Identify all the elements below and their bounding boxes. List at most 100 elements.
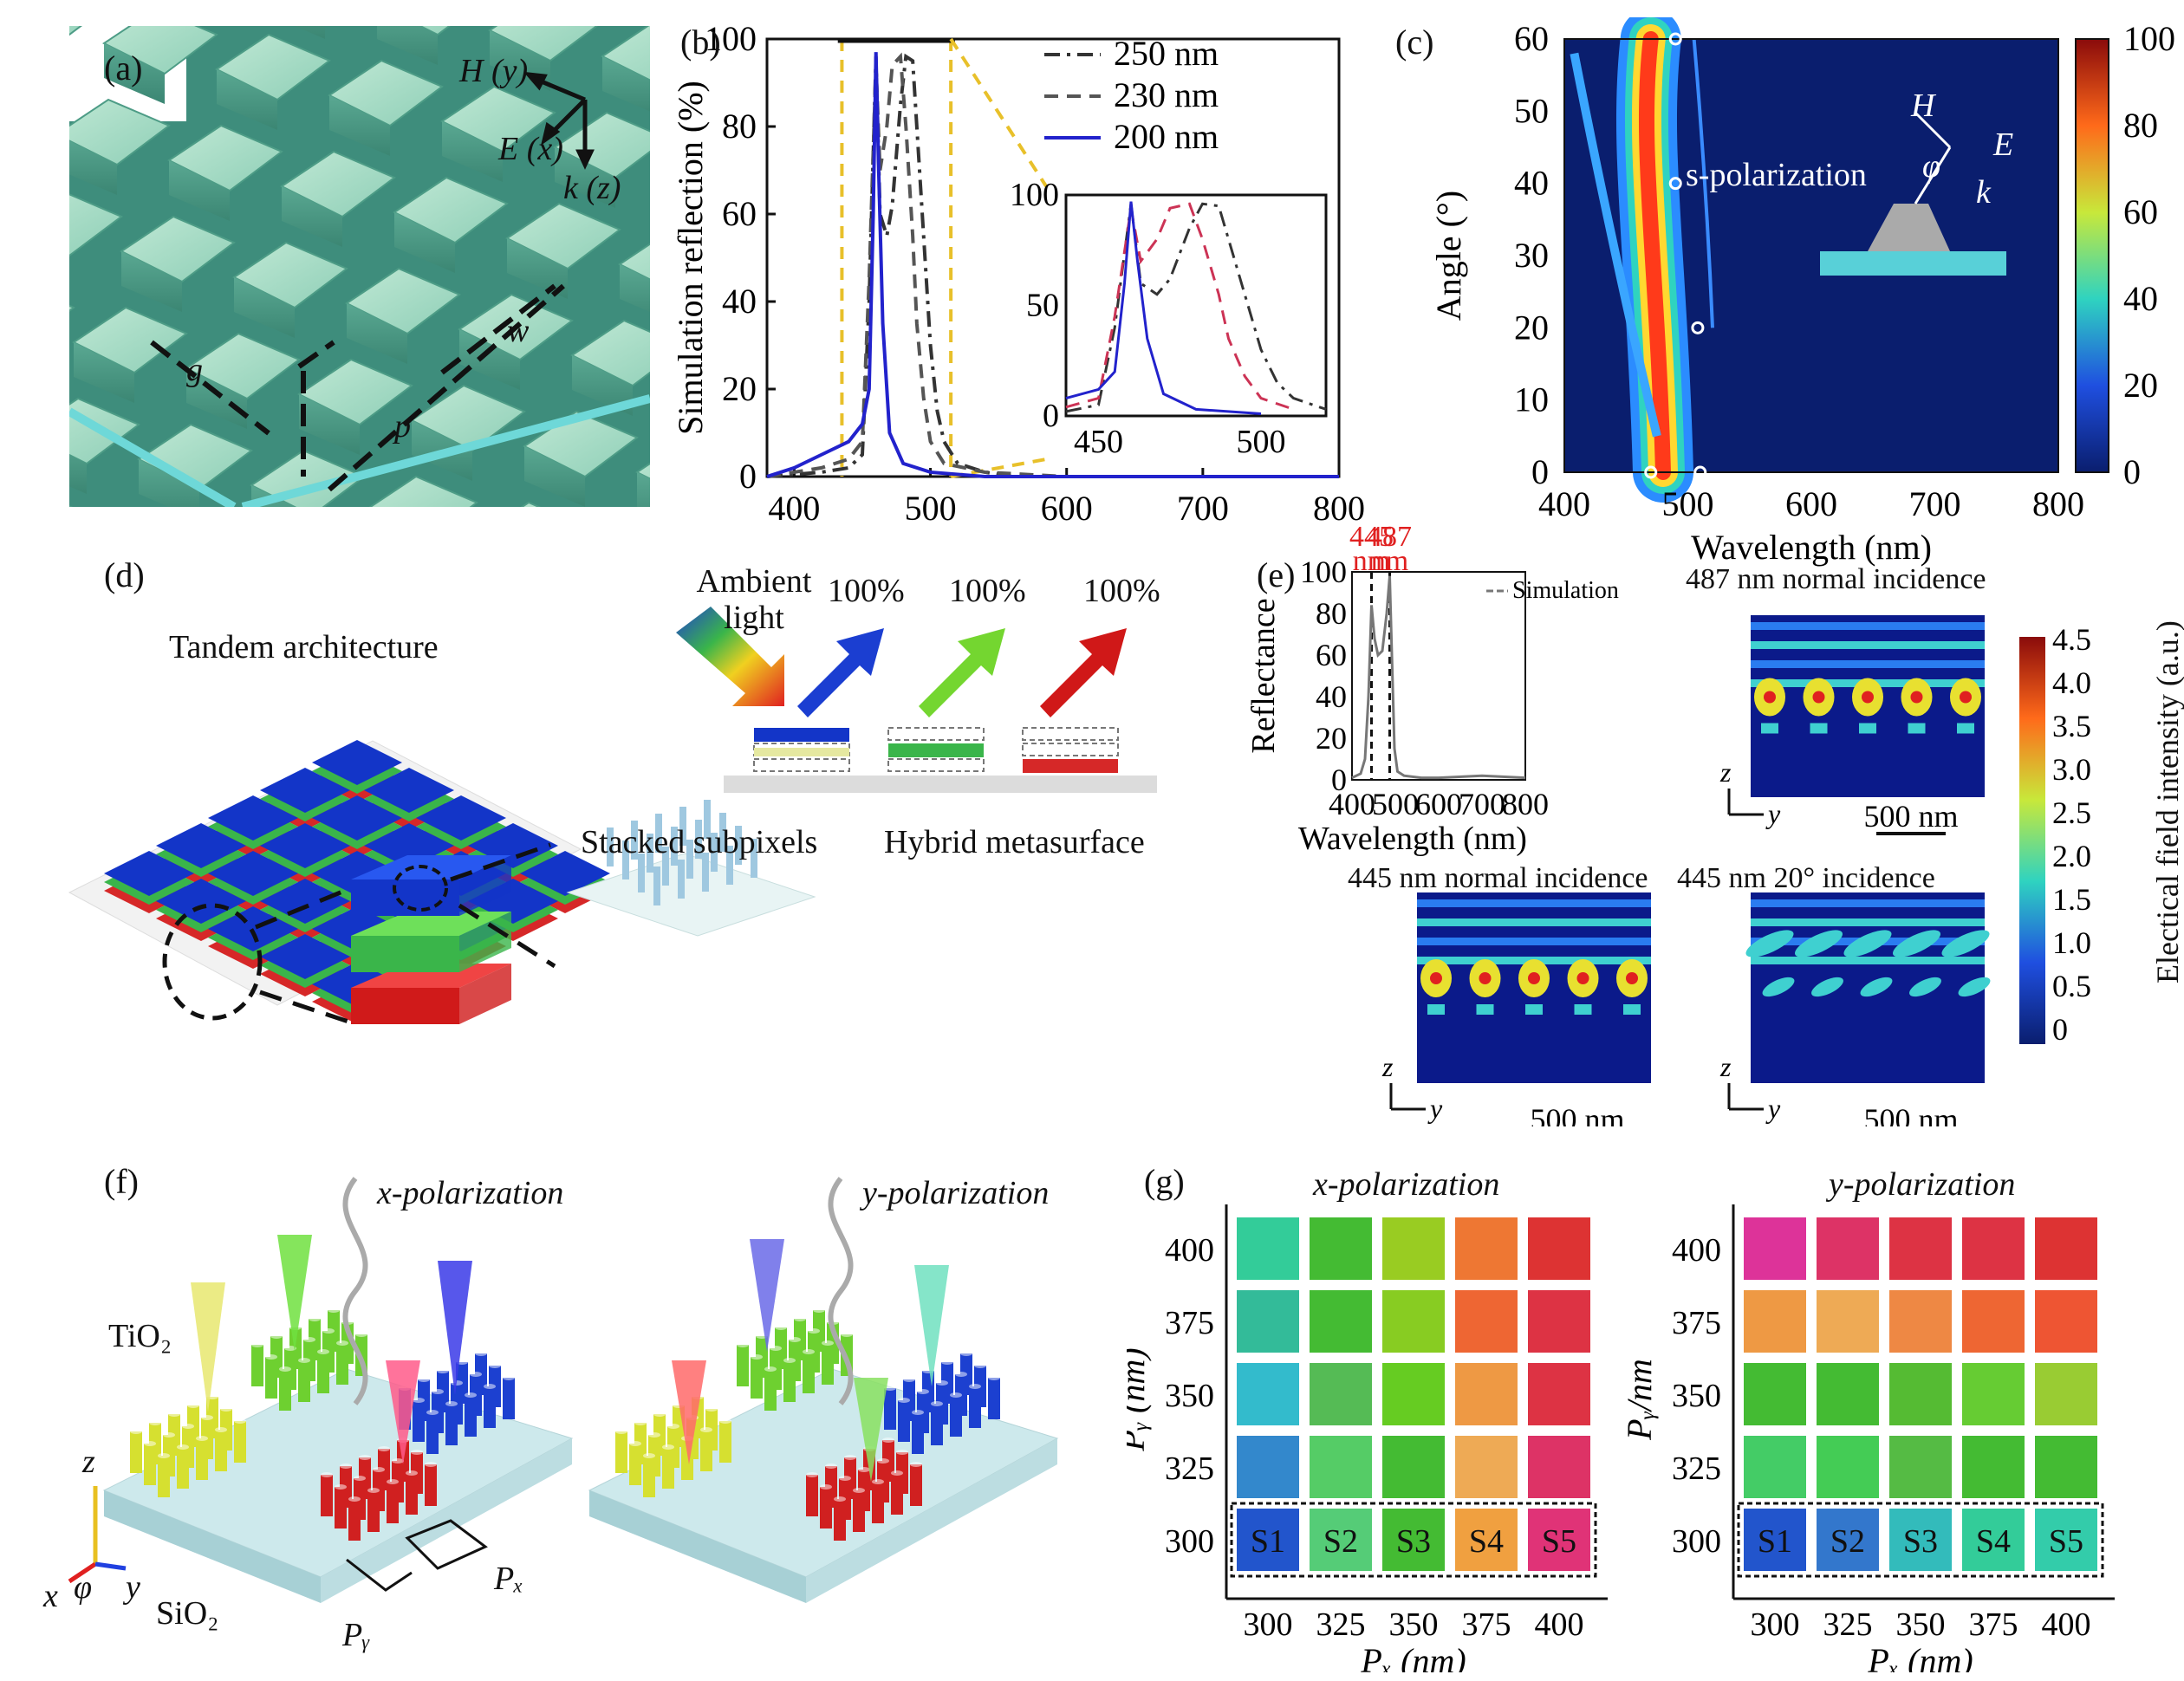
field-lobe: [1860, 977, 1893, 997]
grid-y-y-tick-label: 325: [1672, 1451, 1721, 1487]
grid-x-cell: [1310, 1217, 1372, 1280]
dim-label-g: g: [186, 352, 203, 388]
pillar-red-cap: [834, 1496, 846, 1502]
slab-green-side: [459, 912, 511, 972]
y-axis-label: Reflectance: [1248, 598, 1282, 753]
field-band: [1751, 918, 1985, 926]
metasurface-base: [566, 853, 816, 937]
field-lobe: [1762, 977, 1795, 997]
scalebar-445-label: 500 nm: [1530, 1102, 1624, 1126]
cube-side: [74, 342, 134, 403]
inset-x-tick-label: 500: [1237, 424, 1286, 460]
grid-x-y-tick-label: 400: [1165, 1232, 1214, 1269]
grid-x-cell: [1528, 1290, 1590, 1353]
grid-y-sample-label: S5: [2049, 1523, 2083, 1560]
pillar-blue-cap: [960, 1351, 972, 1356]
field-axes: [523, 71, 595, 170]
field-lobe: [1811, 977, 1843, 997]
g-left-title: x-polarization: [1313, 1166, 1500, 1203]
field-lobe: [1623, 1004, 1641, 1015]
stack-green-layer: [887, 727, 985, 741]
pillar-red-cap: [335, 1484, 347, 1490]
nanopillar: [631, 821, 638, 860]
panel-label-c: (c): [1395, 23, 1434, 62]
pillar-red-cap: [425, 1462, 437, 1467]
slab-green-top: [351, 912, 511, 936]
stack-blue-mid: [754, 748, 849, 756]
panel-b: (b) 400500600700800020406080100Wavelengt…: [671, 17, 1382, 569]
y-tick-label: 40: [1514, 164, 1549, 203]
pillar-green-cap: [783, 1358, 796, 1363]
pillar-yellow-cap: [168, 1412, 180, 1417]
pillar-red-cap: [359, 1455, 371, 1460]
field-lobe: [1957, 723, 1974, 734]
field-lobe: [1427, 1004, 1445, 1015]
grid-x-sample-label: S3: [1396, 1523, 1431, 1560]
grid-x-cell: [1528, 1363, 1590, 1425]
pillar-green: [265, 1357, 277, 1399]
pillar-red: [834, 1499, 846, 1541]
grid-y-cell: [1962, 1290, 2025, 1353]
grid-x-cell: [1237, 1436, 1299, 1498]
y-tick-label: 30: [1514, 236, 1549, 275]
side-band: [1570, 52, 1661, 438]
axes-445-20-y-label: y: [1765, 1093, 1781, 1124]
field-core: [1626, 972, 1638, 984]
grid-y-y-tick-label: 400: [1672, 1232, 1721, 1269]
pillar-red-cap: [340, 1464, 352, 1469]
y-tick-label: 0: [1531, 452, 1549, 491]
x-axis-label: Wavelength (nm): [1298, 821, 1527, 857]
panel-f: (f) x-polarization y-polarization TiO₂ S…: [35, 1144, 1127, 1664]
pillar-red-cap: [844, 1455, 856, 1460]
subpixel-blue: [260, 768, 350, 813]
pillar-green-cap: [303, 1337, 315, 1342]
cube-side: [507, 238, 568, 299]
pillar-blue: [445, 1404, 458, 1445]
blue-arrow-icon: [797, 628, 884, 717]
pillar-yellow: [158, 1456, 170, 1497]
stack-blue-layer: [754, 728, 849, 742]
subpixel-blue: [260, 879, 350, 924]
series-line-200nm: [766, 52, 1339, 478]
x-polarization-label: x-polarization: [377, 1175, 564, 1211]
pillar-yellow-cap: [158, 1453, 170, 1458]
pillar-green-cap: [841, 1332, 853, 1337]
nanopillar: [678, 860, 685, 899]
pillar-red-cap: [853, 1488, 865, 1493]
tio2-label: TiO₂: [108, 1318, 172, 1354]
subpixel-blue: [416, 795, 506, 840]
colorbar-tick-label: 80: [2123, 106, 2158, 145]
x-tick-label: 600: [1785, 484, 1837, 523]
axis-x-f: x: [43, 1578, 58, 1614]
grid-y-cell: [1817, 1290, 1879, 1353]
data-marker: [1668, 177, 1682, 191]
nanopillar: [702, 853, 709, 892]
pillar-blue-cap: [445, 1401, 458, 1406]
beam-blue: [750, 1239, 784, 1352]
stack-red-layer: [1022, 727, 1119, 741]
heatmap-frame: [1563, 38, 2059, 473]
field-lobe: [1761, 723, 1778, 734]
pillar-red-cap: [910, 1462, 922, 1467]
panel-label-a: (a): [104, 49, 143, 88]
pillar-blue-cap: [432, 1389, 444, 1394]
nanopillar: [638, 853, 645, 892]
substrate-front: [589, 1490, 806, 1603]
grid-x-cell: [1455, 1509, 1518, 1571]
hybrid-metasurface-label: Hybrid metasurface: [884, 824, 1145, 860]
beam-cyan: [914, 1265, 949, 1386]
pillar-green-cap: [336, 1340, 348, 1346]
panel-c: (c) 400 500 600 700 800 0 10 20 30 40 50 60 Waveleng…: [1395, 9, 2184, 572]
pillar-red-cap: [820, 1484, 832, 1490]
sio2-label: SiO₂: [156, 1595, 219, 1632]
axis-z-f: z: [82, 1444, 95, 1480]
cube-side: [186, 368, 247, 429]
pillar-green: [279, 1369, 291, 1411]
pillar-yellow-cap: [163, 1432, 175, 1438]
pillar-blue-cap: [941, 1360, 953, 1365]
marker-label-445: 445: [1349, 521, 1394, 553]
nanopillar: [719, 813, 726, 852]
grid-x-cell: [1382, 1363, 1445, 1425]
dim-label-p: p: [394, 408, 411, 445]
